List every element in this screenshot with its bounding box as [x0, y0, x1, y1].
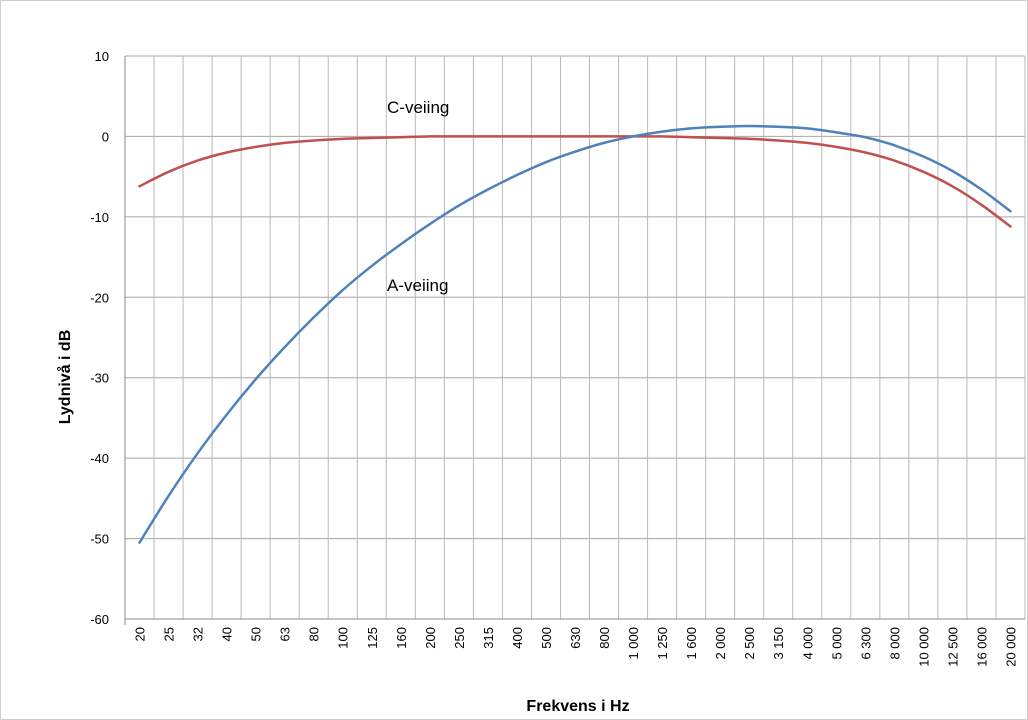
x-tick-label: 315: [481, 627, 496, 649]
y-tick-labels: 10 0 -10 -20 -30 -40 -50 -60: [90, 49, 109, 627]
x-tick-label: 63: [278, 627, 293, 641]
y-axis-title: Lydnivå i dB: [56, 330, 74, 425]
x-tick-label: 8 000: [887, 627, 902, 660]
y-tick-label: 0: [102, 129, 109, 144]
x-tick-label: 12 500: [945, 627, 960, 667]
y-tick-label: 10: [95, 49, 109, 64]
x-tick-label: 400: [510, 627, 525, 649]
x-tick-label: 200: [423, 627, 438, 649]
x-tick-label: 160: [394, 627, 409, 649]
x-axis-title: Frekvens i Hz: [526, 698, 629, 715]
y-tick-label: -40: [90, 451, 109, 466]
annotation-a-veiing: A-veiing: [387, 276, 448, 295]
x-tick-label: 25: [162, 627, 177, 641]
x-tick-label: 40: [220, 627, 235, 641]
x-tick-labels: 20 25 32 40 50 63 80 100 125 160 200 250 315 400 500 63…: [133, 627, 1019, 667]
x-tick-label: 80: [307, 627, 322, 641]
x-tick-label: 10 000: [916, 627, 931, 667]
y-tick-label: -10: [90, 210, 109, 225]
x-tick-label: 2 500: [742, 627, 757, 660]
y-tick-label: -50: [90, 532, 109, 547]
y-tick-label: -20: [90, 290, 109, 305]
x-tick-label: 800: [597, 627, 612, 649]
x-tick-label: 1 000: [626, 627, 641, 660]
x-tick-label: 4 000: [800, 627, 815, 660]
gridlines: [124, 55, 1026, 625]
y-tick-label: -60: [90, 612, 109, 627]
x-tick-label: 125: [365, 627, 380, 649]
x-tick-label: 6 300: [858, 627, 873, 660]
x-tick-label: 500: [539, 627, 554, 649]
x-tick-label: 20: [133, 627, 148, 641]
x-tick-label: 16 000: [974, 627, 989, 667]
x-tick-label: 250: [452, 627, 467, 649]
y-tick-label: -30: [90, 371, 109, 386]
x-tick-label: 50: [249, 627, 264, 641]
x-tick-label: 1 600: [684, 627, 699, 660]
x-tick-label: 2 000: [713, 627, 728, 660]
annotation-c-veiing: C-veiing: [387, 98, 449, 117]
x-tick-label: 630: [568, 627, 583, 649]
x-tick-label: 32: [191, 627, 206, 641]
x-tick-label: 100: [336, 627, 351, 649]
x-tick-label: 1 250: [655, 627, 670, 660]
x-tick-label: 5 000: [829, 627, 844, 660]
series-lines: [138, 124, 1012, 544]
x-tick-label: 20 000: [1003, 627, 1018, 667]
x-tick-label: 3 150: [771, 627, 786, 660]
